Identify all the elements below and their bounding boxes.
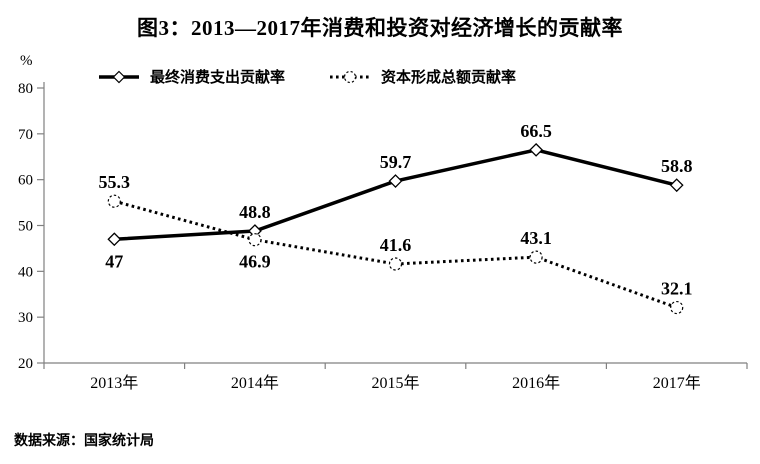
y-tick-label: 40 xyxy=(18,264,33,280)
y-tick-label: 80 xyxy=(18,81,33,97)
diamond-marker xyxy=(669,178,684,193)
circle-marker xyxy=(388,257,403,271)
circle-marker xyxy=(529,250,543,264)
data-label: 46.9 xyxy=(239,252,271,272)
y-tick-label: 70 xyxy=(18,127,33,143)
y-tick-label: 20 xyxy=(18,356,33,372)
chart-title: 图3：2013—2017年消费和投资对经济增长的贡献率 xyxy=(137,16,623,40)
x-category-label: 2013年 xyxy=(90,374,138,392)
legend-label-consumption: 最终消费支出贡献率 xyxy=(150,69,286,86)
y-tick-label: 50 xyxy=(18,219,33,235)
y-axis-unit-label: % xyxy=(20,53,33,69)
data-label: 58.8 xyxy=(661,156,693,176)
y-tick-label: 60 xyxy=(18,173,33,189)
legend-item-capital: 资本形成总额贡献率 xyxy=(329,66,516,87)
y-tick-label: 30 xyxy=(18,310,33,326)
circle-marker xyxy=(670,300,684,315)
legend-label-capital: 资本形成总额贡献率 xyxy=(381,69,517,86)
data-label: 59.7 xyxy=(380,152,412,172)
legend-item-consumption: 最终消费支出贡献率 xyxy=(98,66,285,87)
data-label: 66.5 xyxy=(520,121,552,141)
diamond-marker xyxy=(107,232,122,247)
data-label: 48.8 xyxy=(239,202,271,222)
x-category-label: 2017年 xyxy=(653,374,701,392)
x-category-label: 2016年 xyxy=(512,374,560,392)
data-label: 32.1 xyxy=(661,279,693,299)
x-category-label: 2014年 xyxy=(231,374,279,392)
x-category-label: 2015年 xyxy=(371,374,419,392)
data-label: 47 xyxy=(105,251,123,271)
circle-marker xyxy=(107,194,121,208)
solid-line-diamond-icon xyxy=(99,70,139,83)
data-source: 数据来源：国家统计局 xyxy=(14,432,154,448)
dotted-line-circle-icon xyxy=(330,70,371,83)
data-label: 55.3 xyxy=(99,172,131,192)
diamond-marker xyxy=(529,142,544,157)
data-label: 41.6 xyxy=(380,235,412,255)
legend: 最终消费支出贡献率 资本形成总额贡献率 xyxy=(98,66,516,87)
data-label: 43.1 xyxy=(520,228,552,248)
circle-marker xyxy=(248,233,262,247)
diamond-marker xyxy=(388,174,403,188)
